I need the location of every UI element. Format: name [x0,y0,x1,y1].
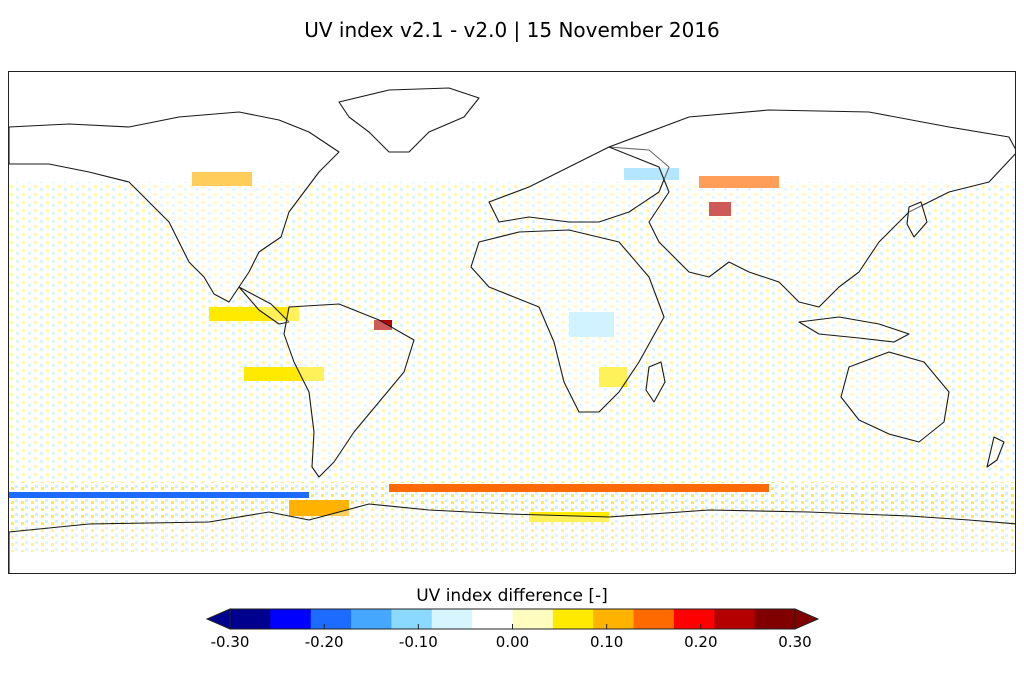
colorbar-tick-label: 0.30 [778,633,812,651]
patch-central-canada [192,172,252,186]
colorbar-extend-min [205,608,231,630]
south-america [283,303,415,478]
patch-south-america-tip [289,500,349,516]
patch-central-asia-red [709,202,731,216]
patch-tropical-pacific-north [209,307,299,321]
madagascar [645,361,666,403]
central-america [238,286,290,325]
colorbar-tick-label: 0.20 [684,633,718,651]
colorbar-tick-label: -0.20 [304,633,344,651]
indonesia [798,316,910,343]
tropics-speckle-field [9,182,1015,482]
colorbar-segment [552,609,594,629]
africa [470,229,665,413]
colorbar-segment [714,609,756,629]
colorbar-segment [593,609,635,629]
patch-southern-band-blue [9,492,309,498]
antarctica [9,503,1015,573]
colorbar-segment [270,609,312,629]
patch-southern-africa [599,367,627,387]
colorbar-segment [230,609,271,629]
europe [488,146,670,223]
world-map [9,87,1015,573]
colorbar-tick-label: -0.30 [210,633,250,651]
colorbar-segment [512,609,554,629]
colorbar-segment [754,609,796,629]
colorbar-segment [431,609,473,629]
colorbar-extend-max [794,608,820,630]
colorbar-label: UV index difference [-] [416,586,608,606]
colorbar-segment [472,609,513,629]
japan [906,201,928,238]
patch-antarctic-yellow [529,512,609,522]
patch-central-africa [569,312,614,337]
colorbar [205,608,820,630]
colorbar-segment [633,609,675,629]
patch-north-asia [699,176,779,188]
australia [840,351,950,443]
colorbar-segment [673,609,715,629]
map-title: UV index v2.1 - v2.0 | 15 November 2016 [304,18,720,42]
north-america [9,111,340,303]
colorbar-tick-label: 0.00 [495,633,530,651]
colorbar-segment [351,609,392,629]
greenland [338,87,480,153]
patch-southern-band-red [389,484,769,492]
patch-amazon-mouth [374,320,392,330]
colorbar-segment [391,609,433,629]
asia [608,109,1015,308]
new-zealand [986,436,1005,468]
map-panel[interactable] [8,71,1016,574]
colorbar-segment [310,609,352,629]
patch-tropical-pacific-south [244,367,324,381]
colorbar-tick-label: 0.10 [589,633,624,651]
colorbar-tick-label: -0.10 [398,633,438,651]
